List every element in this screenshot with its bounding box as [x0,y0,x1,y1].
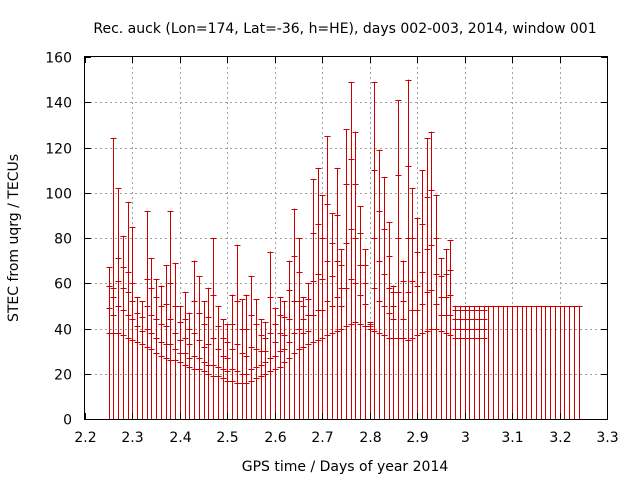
y-tick-label: 160 [45,51,72,67]
y-tick-label: 0 [63,413,72,429]
y-tick-labels: 0 20 40 60 80 100 120 140 160 [45,51,72,429]
x-tick-label: 3.2 [549,430,571,446]
x-tick-label: 2.9 [406,430,428,446]
error-bars [106,79,583,419]
x-tick-label: 2.6 [264,430,286,446]
x-tick-label: 2.2 [74,430,96,446]
y-tick-label: 40 [54,323,72,339]
x-tick-label: 3.3 [596,430,618,446]
x-tick-label: 3.1 [501,430,523,446]
x-tick-labels: 2.2 2.3 2.4 2.5 2.6 2.7 2.8 2.9 3 3.1 3.2 3.3 [74,430,618,446]
y-tick-label: 60 [54,277,72,293]
plot-frame [84,56,608,420]
x-tick-label: 2.7 [311,430,333,446]
y-tick-label: 140 [45,96,72,112]
tick-marks [85,57,608,420]
y-tick-label: 100 [45,187,72,203]
y-tick-label: 80 [54,232,72,248]
y-tick-label: 120 [45,142,72,158]
x-tick-label: 2.8 [359,430,381,446]
x-axis-label: GPS time / Days of year 2014 [242,459,449,475]
x-tick-label: 2.5 [216,430,238,446]
x-tick-label: 3 [461,430,470,446]
x-tick-label: 2.4 [169,430,191,446]
y-axis-label: STEC from uqrg / TECUs [6,154,22,322]
x-tick-label: 2.3 [121,430,143,446]
y-tick-label: 20 [54,368,72,384]
chart-title: Rec. auck (Lon=174, Lat=-36, h=HE), days… [93,21,596,37]
